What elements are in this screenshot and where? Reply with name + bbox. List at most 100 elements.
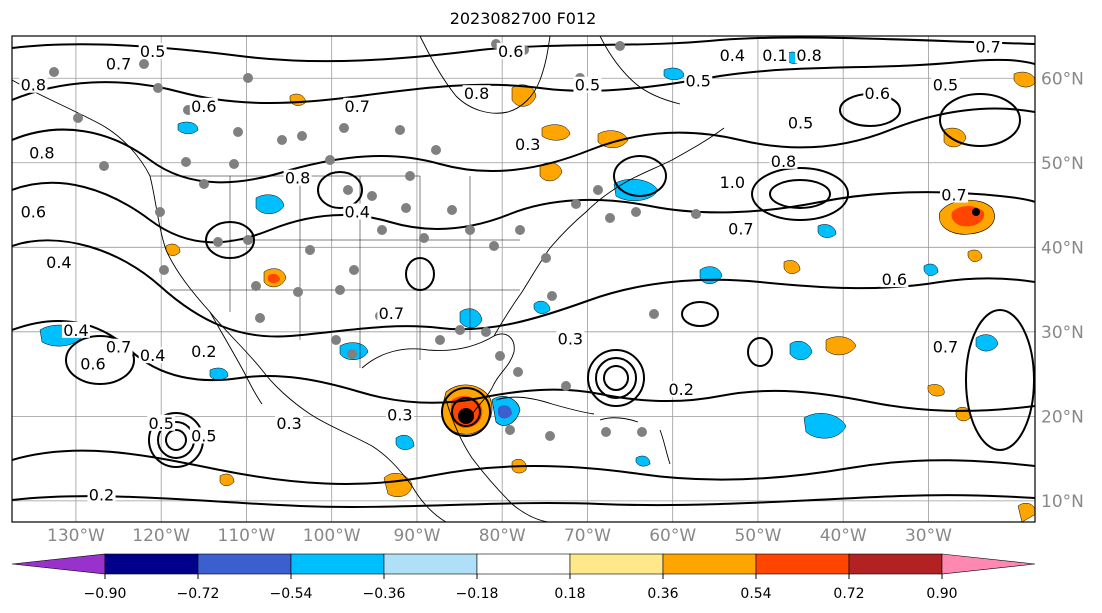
contour-label-background <box>496 42 525 59</box>
latitude-tick-label: 10°N <box>1041 492 1084 512</box>
colorbar-tick-label: −0.72 <box>177 586 220 602</box>
contour-label-background <box>726 220 755 237</box>
longitude-tick-label: 50°W <box>734 526 781 546</box>
contour-labels: 0.5 0.7 0.6 0.7 0.8 0.6 0.4 0.1 0.8 0.7 0.5 0.6 0.5 0… <box>19 38 1003 505</box>
contour-label: 0.7 <box>933 338 958 357</box>
contour-label: 0.5 <box>148 414 173 433</box>
contour-label: 0.8 <box>796 46 821 65</box>
latitude-tick-label: 20°N <box>1041 407 1084 427</box>
contour-label-background <box>189 97 218 114</box>
contour-label-background <box>786 114 815 131</box>
colorbar-tick-label: 0.72 <box>833 586 864 602</box>
contour-label: 0.3 <box>276 414 301 433</box>
longitude-tick-label: 120°W <box>132 526 190 546</box>
longitude-tick-label: 60°W <box>649 526 696 546</box>
latitude-tick-label: 50°N <box>1041 154 1084 174</box>
contour-label-background <box>760 47 789 64</box>
contour-label-background <box>718 173 747 190</box>
colorbar-segment <box>662 553 757 575</box>
longitude-tick-label: 70°W <box>564 526 611 546</box>
contour-label-background <box>275 414 304 431</box>
contour-label-background <box>147 414 176 431</box>
map-frame <box>11 35 1036 523</box>
coastlines <box>12 36 725 522</box>
contour-label: 0.7 <box>728 219 753 238</box>
station-markers <box>49 39 701 441</box>
contour-label-background <box>44 254 73 271</box>
colorbar-segment <box>104 553 199 575</box>
colorbar-extend-high <box>941 553 1036 575</box>
longitude-tick-label: 90°W <box>393 526 440 546</box>
contour-label-background <box>138 42 167 59</box>
colorbar-segment <box>197 553 292 575</box>
contour-label-background <box>104 338 133 355</box>
contour-label-background <box>189 342 218 359</box>
contour-label-background <box>19 76 48 93</box>
longitude-labels: 130°W 120°W 110°W 100°W 90°W 80°W 70°W 60°W 50°W… <box>47 526 952 546</box>
contour-label-background <box>343 97 372 114</box>
contour-label-background <box>27 144 56 161</box>
colorbar-segment <box>383 553 478 575</box>
contour-label: 0.8 <box>464 84 489 103</box>
colorbar-segment <box>290 553 385 575</box>
colorbar-segment <box>476 553 571 575</box>
longitude-tick-label: 40°W <box>820 526 867 546</box>
contour-label-background <box>104 55 133 72</box>
contour-label: 0.7 <box>106 55 131 74</box>
contour-label-background <box>385 406 414 423</box>
contour-label-background <box>667 380 696 397</box>
colorbar: −0.90 −0.72 −0.54 −0.36 −0.18 0.18 0.36 0.54 0.7… <box>11 553 1036 602</box>
longitude-tick-label: 100°W <box>303 526 361 546</box>
contour-label: 0.6 <box>882 270 907 289</box>
contour-label: 0.7 <box>941 186 966 205</box>
contour-label: 0.6 <box>21 202 46 221</box>
contour-label: 0.5 <box>933 76 958 95</box>
contour-label: 0.4 <box>345 202 370 221</box>
contour-label: 0.7 <box>379 304 404 323</box>
contour-label-background <box>343 203 372 220</box>
longitude-tick-label: 130°W <box>47 526 105 546</box>
contour-label: 0.5 <box>686 71 711 90</box>
colorbar-tick-label: −0.90 <box>84 586 127 602</box>
contour-label: 0.4 <box>63 321 88 340</box>
storm-center-marker <box>972 208 980 216</box>
contour-label-background <box>795 47 824 64</box>
contour-label-background <box>684 72 713 89</box>
contour-label-background <box>61 321 90 338</box>
contour-label: 0.6 <box>865 84 890 103</box>
contour-label: 0.4 <box>140 346 165 365</box>
contour-label-background <box>189 427 218 444</box>
contour-label: 0.2 <box>89 486 114 505</box>
contour-label: 0.2 <box>191 342 216 361</box>
contour-label: 1.0 <box>720 173 745 192</box>
colorbar-tick-label: −0.54 <box>270 586 313 602</box>
contour-label: 0.6 <box>191 97 216 116</box>
contour-label: 0.3 <box>558 329 583 348</box>
storm-center-marker <box>458 408 474 424</box>
contour-label: 0.3 <box>387 405 412 424</box>
colorbar-segment <box>755 553 850 575</box>
contour-label-background <box>940 186 969 203</box>
contour-lines <box>12 36 1035 508</box>
contour-label-background <box>863 85 892 102</box>
contour-label: 0.5 <box>788 114 813 133</box>
contour-label: 0.1 <box>762 46 787 65</box>
contour-label: 0.5 <box>140 42 165 61</box>
contour-label-background <box>513 135 542 152</box>
contour-label-background <box>556 330 585 347</box>
contour-label: 0.8 <box>285 169 310 188</box>
contour-label-background <box>78 355 107 372</box>
contour-label-background <box>19 203 48 220</box>
longitude-tick-label: 80°W <box>479 526 526 546</box>
longitude-tick-label: 110°W <box>218 526 276 546</box>
map-title: 2023082700 F012 <box>449 9 597 28</box>
colorbar-tick-label: 0.54 <box>740 586 771 602</box>
contour-label-background <box>462 85 491 102</box>
colorbar-extend-low <box>11 553 106 575</box>
colorbar-tick-label: −0.36 <box>363 586 406 602</box>
contour-label: 0.7 <box>345 97 370 116</box>
latitude-tick-label: 60°N <box>1041 69 1084 89</box>
colorbar-tick-label: −0.18 <box>456 586 499 602</box>
contour-label: 0.8 <box>771 152 796 171</box>
